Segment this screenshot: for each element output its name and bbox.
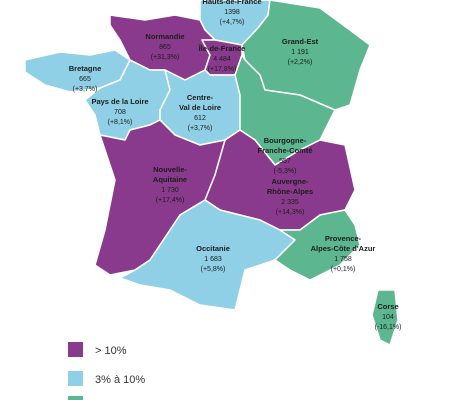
region-name: Occitanie [196,244,230,253]
region-value: 865 [159,44,171,51]
region-value: 2 335 [281,199,299,206]
region-name: Pays de la Loire [91,97,148,106]
region-name: Centre- [187,93,214,102]
region-name: Grand-Est [282,37,319,46]
region-labels: Hauts-de-France 1398 (+4,7%) Normandie 865 (+… [69,0,402,331]
region-value: 1 730 [161,187,179,194]
legend-swatch [68,396,83,400]
region-value: 665 [79,76,91,83]
regions [24,0,399,346]
legend-label: > 10% [95,345,127,357]
region-name: Aquitaine [153,175,187,184]
region-change: (+17,8%) [208,66,237,73]
region-change: (+17,4%) [156,197,185,204]
region-value: 1 191 [291,49,309,56]
region-change: (+8,1%) [108,119,133,126]
legend-swatch [68,342,83,357]
region-shape [274,209,361,281]
region-shape [371,289,399,346]
region-change: (-5,3%) [274,168,297,175]
region-name: Hauts-de-France [202,0,261,6]
region-value: 104 [382,314,394,321]
region-name: Nouvelle- [153,165,187,174]
region-change: (+5,8%) [201,266,226,273]
region-change: (+3,7%) [73,86,98,93]
region-name: Bretagne [69,64,102,73]
region-change: (+2,2%) [288,59,313,66]
region-value: 1 683 [204,256,222,263]
region-value: 4 484 [213,56,231,63]
region-name: Corse [377,302,398,311]
region-name: Provence- [325,234,362,243]
region-change: (+3,7%) [188,125,213,132]
legend-swatch [68,371,83,386]
region-name: Auvergne- [271,177,309,186]
region-change: (+14,3%) [276,209,305,216]
region-change: (+31,3%) [151,54,180,61]
region-name: Alpes-Côte d'Azur [311,244,376,253]
region-change: (-16,1%) [375,324,402,331]
region-value: 557 [279,158,291,165]
region-name: Val de Loire [179,103,221,112]
region-value: 1398 [224,9,240,16]
legend-label: 3% à 10% [95,374,145,386]
region-value: 1 758 [334,256,352,263]
legend: > 10% 3% à 10% [68,342,145,400]
region-name: Franche-Comté [257,146,312,155]
region-change: (+4,7%) [220,19,245,26]
region-change: (+0,1%) [331,266,356,273]
region-value: 612 [194,115,206,122]
region-name: Île-de-France [198,44,246,53]
region-value: 708 [114,109,126,116]
region-name: Bourgogne- [264,136,307,145]
region-name: Normandie [145,32,184,41]
region-name: Rhône-Alpes [267,187,313,196]
